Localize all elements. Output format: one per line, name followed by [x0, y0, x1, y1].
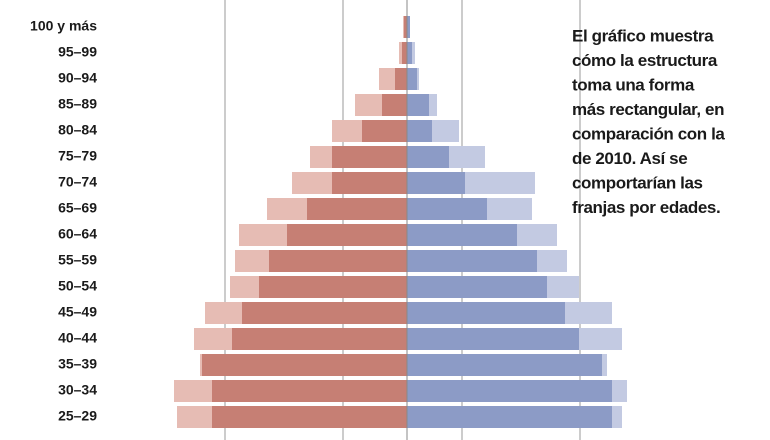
category-label: 30–34: [58, 382, 97, 398]
annotation-line: comparación con la: [572, 124, 725, 143]
bar: [287, 224, 407, 246]
category-label: 70–74: [58, 174, 97, 190]
bar: [407, 68, 417, 90]
bar: [407, 16, 410, 38]
annotation-line: cómo la estructura: [572, 51, 718, 70]
bar: [402, 42, 407, 64]
bar: [332, 172, 407, 194]
category-label: 80–84: [58, 122, 97, 138]
category-label: 40–44: [58, 330, 97, 346]
bar: [407, 276, 547, 298]
bar: [407, 120, 432, 142]
bar: [212, 406, 407, 428]
bar: [332, 146, 407, 168]
bar: [382, 94, 407, 116]
bar: [307, 198, 407, 220]
annotation-line: de 2010. Así se: [572, 149, 687, 168]
bar: [407, 406, 612, 428]
bar: [407, 302, 565, 324]
bar: [407, 42, 412, 64]
bar: [362, 120, 407, 142]
category-label: 85–89: [58, 96, 97, 112]
category-label: 95–99: [58, 44, 97, 60]
bar: [212, 380, 407, 402]
bar: [407, 224, 517, 246]
bar: [242, 302, 407, 324]
bar: [407, 354, 602, 376]
bar: [407, 94, 429, 116]
category-label: 45–49: [58, 304, 97, 320]
bar: [404, 16, 407, 38]
bar: [202, 354, 407, 376]
category-label: 25–29: [58, 408, 97, 424]
annotation-line: El gráfico muestra: [572, 26, 714, 45]
bar: [407, 380, 612, 402]
bar: [407, 328, 579, 350]
bar: [407, 172, 465, 194]
bar: [395, 68, 407, 90]
annotation-line: más rectangular, en: [572, 100, 724, 119]
category-label: 90–94: [58, 70, 97, 86]
category-label: 55–59: [58, 252, 97, 268]
annotation-line: comportarían las: [572, 173, 703, 192]
category-label: 75–79: [58, 148, 97, 164]
bar: [407, 146, 449, 168]
category-label: 65–69: [58, 200, 97, 216]
category-label: 50–54: [58, 278, 97, 294]
bar: [407, 250, 537, 272]
bar: [269, 250, 407, 272]
bar: [232, 328, 407, 350]
category-label: 60–64: [58, 226, 97, 242]
annotation-line: franjas por edades.: [572, 198, 720, 217]
annotation-line: toma una forma: [572, 75, 695, 94]
bar: [407, 198, 487, 220]
bar: [259, 276, 407, 298]
category-label: 35–39: [58, 356, 97, 372]
category-label: 100 y más: [30, 18, 97, 34]
